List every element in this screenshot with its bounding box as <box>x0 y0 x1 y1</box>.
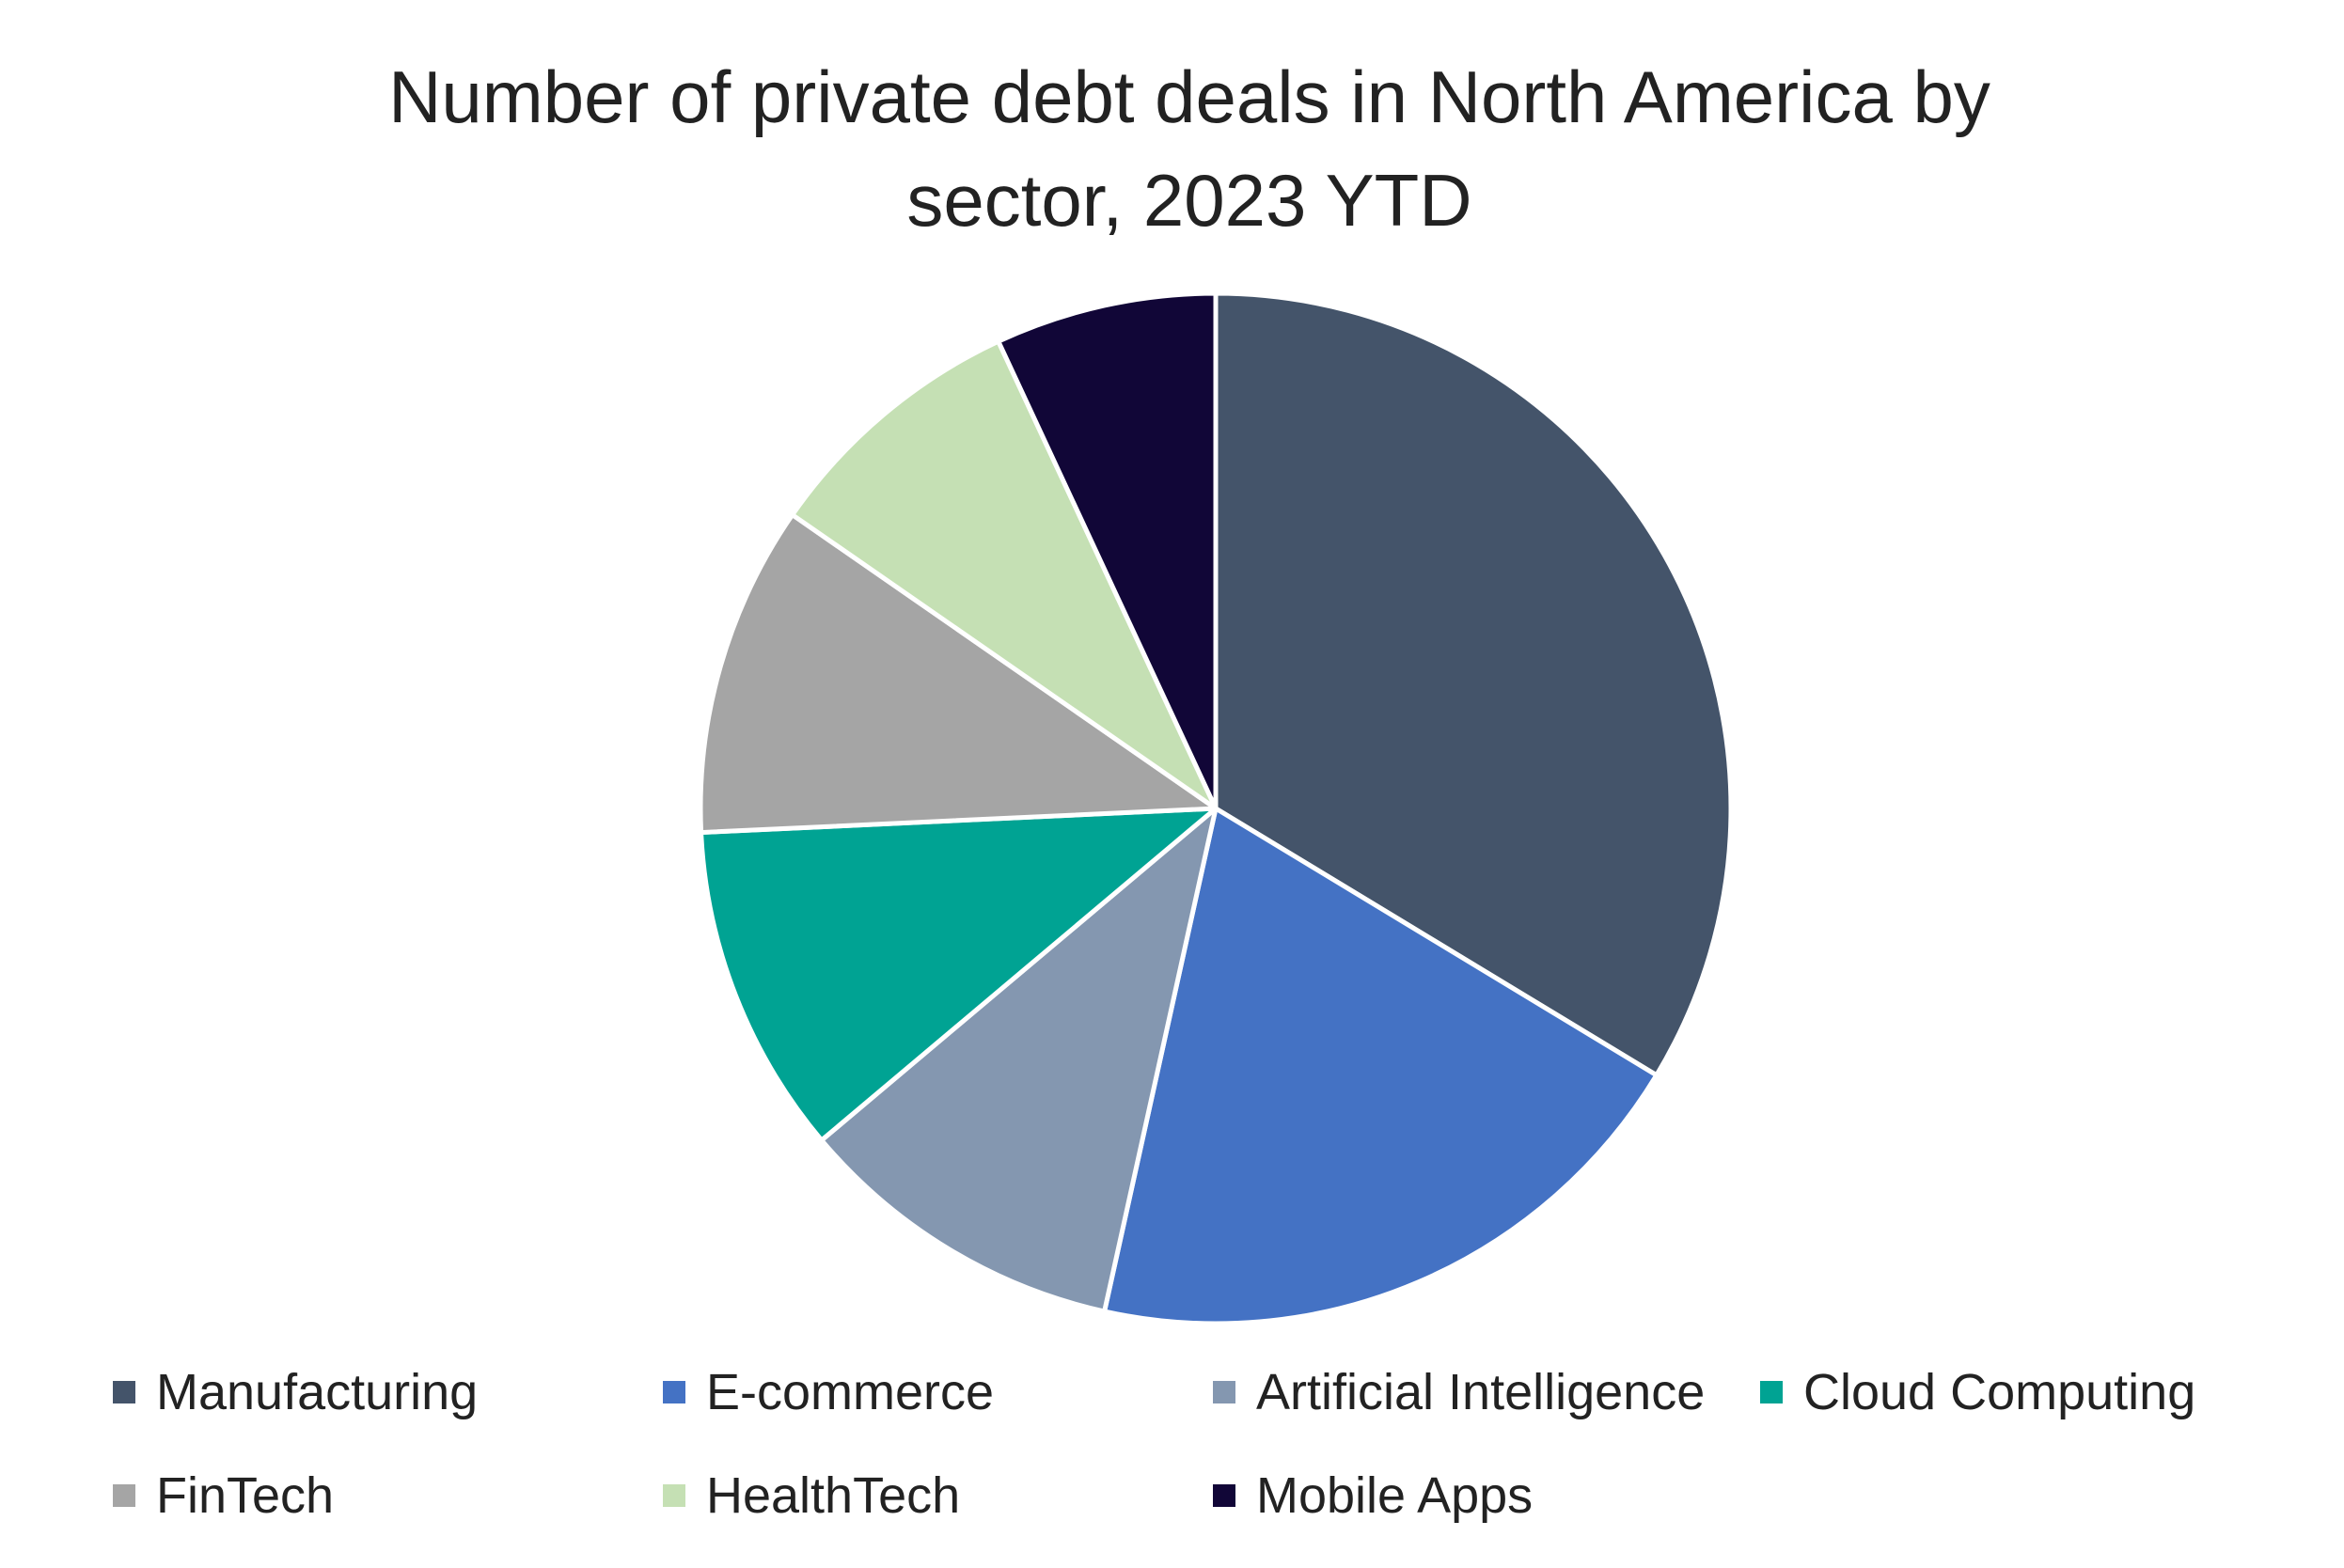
pie-slice-cloud-computing <box>699 806 1219 1143</box>
pie-slice-healthtech <box>790 338 1219 811</box>
pie-slice-e-commerce <box>1102 806 1660 1326</box>
pie-slice-mobile-apps <box>996 290 1219 811</box>
pie-slice-fintech <box>698 512 1219 836</box>
pie-slice-artificial-intelligence <box>819 806 1219 1314</box>
pie-slices <box>698 290 1734 1326</box>
pie-slice-manufacturing <box>1213 290 1734 1078</box>
chart-title: Number of private debt deals in North Am… <box>388 55 1990 242</box>
